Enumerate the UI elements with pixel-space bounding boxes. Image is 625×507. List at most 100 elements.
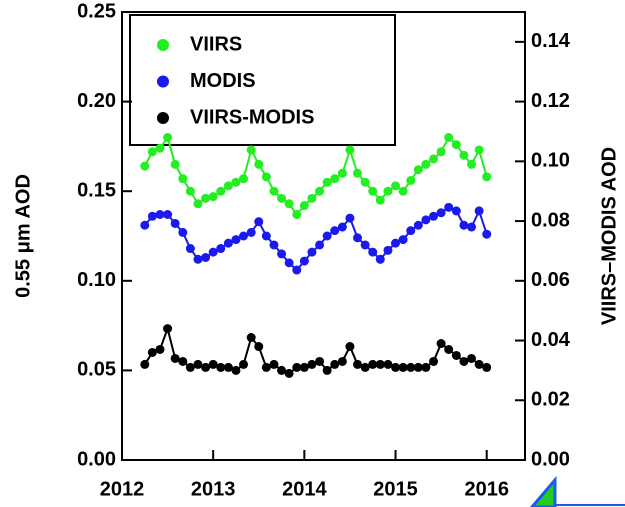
- data-point: [429, 211, 439, 221]
- data-point: [231, 365, 241, 375]
- data-point: [429, 356, 439, 366]
- data-point: [208, 359, 218, 369]
- data-point: [482, 172, 492, 182]
- data-point: [353, 168, 363, 178]
- legend-label: VIIRS: [190, 33, 242, 55]
- data-point: [421, 215, 431, 225]
- data-point: [398, 235, 408, 245]
- data-point: [383, 359, 393, 369]
- data-point: [337, 168, 347, 178]
- data-point: [147, 211, 157, 221]
- data-point: [436, 208, 446, 218]
- data-point: [421, 159, 431, 169]
- data-point: [185, 244, 195, 254]
- data-point: [391, 238, 401, 248]
- data-point: [322, 177, 332, 187]
- data-point: [451, 350, 461, 360]
- data-point: [444, 202, 454, 212]
- data-point: [360, 177, 370, 187]
- data-point: [398, 362, 408, 372]
- data-point: [459, 220, 469, 230]
- data-point: [178, 174, 188, 184]
- data-point: [299, 256, 309, 266]
- y-tick-label: 0.25: [77, 0, 116, 22]
- data-point: [231, 177, 241, 187]
- data-point: [147, 347, 157, 357]
- data-point: [307, 193, 317, 203]
- data-point: [277, 193, 287, 203]
- data-point: [140, 359, 150, 369]
- data-point: [368, 359, 378, 369]
- y2-tick-label: 0.00: [531, 448, 570, 470]
- data-point: [421, 362, 431, 372]
- data-point: [375, 359, 385, 369]
- data-point: [345, 145, 355, 155]
- data-point: [239, 231, 249, 241]
- data-point: [178, 227, 188, 237]
- y2-tick-label: 0.06: [531, 269, 570, 291]
- data-point: [315, 240, 325, 250]
- data-point: [459, 150, 469, 160]
- data-point: [383, 186, 393, 196]
- data-point: [147, 147, 157, 157]
- data-point: [322, 231, 332, 241]
- data-point: [269, 186, 279, 196]
- data-point: [284, 368, 294, 378]
- data-point: [185, 362, 195, 372]
- data-point: [444, 132, 454, 142]
- data-point: [383, 245, 393, 255]
- data-point: [239, 359, 249, 369]
- data-point: [261, 362, 271, 372]
- data-point: [155, 344, 165, 354]
- data-point: [254, 159, 264, 169]
- data-point: [368, 186, 378, 196]
- data-point: [193, 254, 203, 264]
- data-point: [345, 342, 355, 352]
- data-point: [170, 159, 180, 169]
- data-point: [330, 359, 340, 369]
- data-point: [269, 359, 279, 369]
- data-point: [375, 195, 385, 205]
- data-point: [193, 199, 203, 209]
- data-point: [201, 362, 211, 372]
- data-point: [155, 209, 165, 219]
- data-point: [482, 229, 492, 239]
- data-point: [292, 209, 302, 219]
- data-point: [208, 192, 218, 202]
- legend-marker: [157, 112, 169, 124]
- data-point: [391, 362, 401, 372]
- data-point: [307, 247, 317, 257]
- data-point: [254, 342, 264, 352]
- y2-tick-label: 0.12: [531, 90, 570, 112]
- data-point: [322, 365, 332, 375]
- data-point: [429, 154, 439, 164]
- data-point: [451, 206, 461, 216]
- data-point: [140, 161, 150, 171]
- y-tick-label: 0.10: [77, 269, 116, 291]
- y-tick-label: 0.15: [77, 179, 116, 201]
- x-tick-label: 2012: [100, 478, 145, 500]
- data-point: [163, 209, 173, 219]
- data-point: [307, 359, 317, 369]
- data-point: [413, 220, 423, 230]
- data-point: [208, 247, 218, 257]
- data-point: [216, 186, 226, 196]
- data-point: [353, 359, 363, 369]
- data-point: [163, 132, 173, 142]
- y-axis-label: 0.55 μm AOD: [12, 174, 34, 298]
- data-point: [375, 254, 385, 264]
- data-point: [391, 181, 401, 191]
- data-point: [474, 359, 484, 369]
- data-point: [155, 143, 165, 153]
- data-point: [170, 353, 180, 363]
- data-point: [406, 226, 416, 236]
- data-point: [170, 218, 180, 228]
- data-point: [254, 217, 264, 227]
- data-point: [474, 206, 484, 216]
- data-point: [239, 174, 249, 184]
- data-point: [193, 359, 203, 369]
- data-point: [246, 333, 256, 343]
- data-point: [223, 362, 233, 372]
